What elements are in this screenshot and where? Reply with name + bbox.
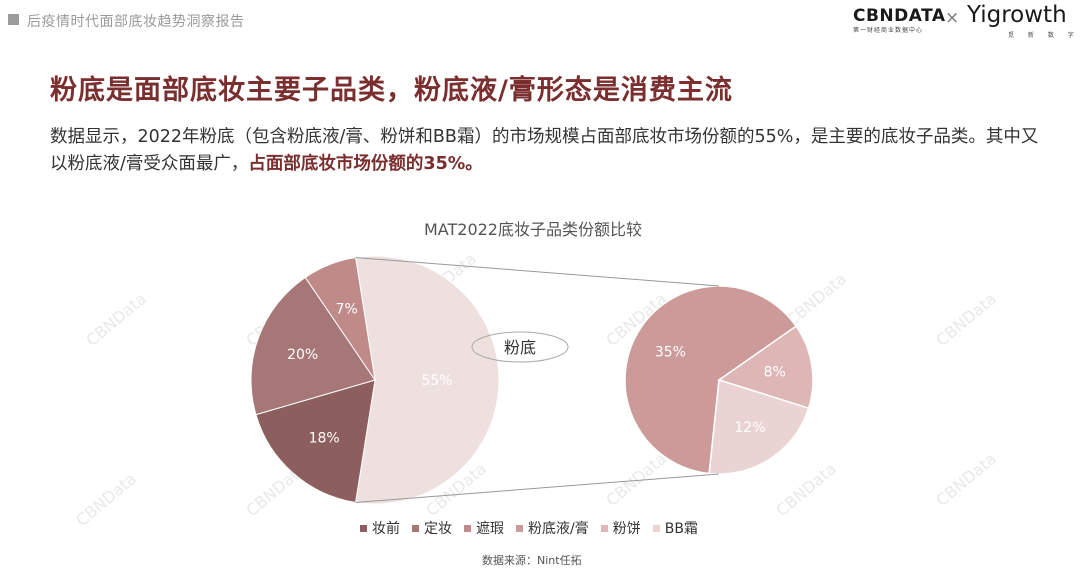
main-pie-data-label: 55% bbox=[421, 373, 452, 389]
cbndata-logo-subtitle: 第一财经商业数据中心 bbox=[853, 27, 924, 34]
summary-text: 数据显示，2022年粉底（包含粉底液/膏、粉饼和BB霜）的市场规模占面部底妆市场… bbox=[50, 124, 1040, 178]
legend-label: 粉饼 bbox=[612, 521, 641, 537]
breakdown-pie-slice bbox=[708, 379, 810, 475]
main-pie-slice bbox=[250, 276, 376, 416]
cbndata-logo-text: CBNDATA bbox=[853, 6, 946, 26]
legend-swatch bbox=[652, 524, 660, 532]
main-pie-data-label: 7% bbox=[336, 302, 358, 318]
legend-item: 遮瑕 bbox=[464, 518, 504, 538]
legend-item: 粉底液/膏 bbox=[516, 518, 589, 538]
header-square-icon bbox=[8, 14, 19, 25]
legend-item: BB霜 bbox=[652, 518, 698, 538]
legend-swatch bbox=[600, 524, 608, 532]
report-title: 后疫情时代面部底妆趋势洞察报告 bbox=[27, 14, 245, 30]
breakdown-pie-slice bbox=[717, 325, 814, 410]
breakdown-pie-data-label: 12% bbox=[734, 420, 765, 436]
yigrowth-logo: Yigrowth bbox=[967, 2, 1067, 28]
summary-body: 数据显示，2022年粉底（包含粉底液/膏、粉饼和BB霜）的市场规模占面部底妆市场… bbox=[50, 127, 1039, 174]
breakdown-pie-slice bbox=[624, 285, 798, 475]
data-source: 数据来源：Nint任拓 bbox=[482, 554, 582, 567]
breakdown-pie-data-label: 35% bbox=[655, 344, 686, 360]
pie-chart: MAT2022底妆子品类份额比较 55% 18% 20% 7% 35% 8% 12% 粉底 bbox=[250, 220, 814, 505]
legend-label: BB霜 bbox=[664, 521, 698, 537]
legend-label: 妆前 bbox=[372, 521, 400, 537]
main-pie-slice bbox=[304, 256, 376, 381]
legend-label: 遮瑕 bbox=[476, 521, 504, 537]
header-bar: 后疫情时代面部底妆趋势洞察报告 CBNDATA 第一财经商业数据中心 × Yig… bbox=[0, 0, 1080, 44]
legend-item: 妆前 bbox=[360, 518, 400, 538]
legend-swatch bbox=[360, 524, 367, 532]
chart-title: MAT2022底妆子品类份额比较 bbox=[424, 220, 642, 239]
cbndata-logo: CBNDATA 第一财经商业数据中心 bbox=[853, 6, 946, 34]
legend-swatch bbox=[464, 524, 471, 532]
legend-swatch bbox=[516, 524, 523, 532]
yigrowth-logo-subtitle: 觅 新 数 字 bbox=[1008, 32, 1080, 39]
legend-swatch bbox=[412, 524, 419, 532]
main-pie-data-label: 18% bbox=[309, 431, 340, 447]
legend-label: 粉底液/膏 bbox=[528, 521, 589, 537]
callout-oval bbox=[471, 331, 569, 363]
main-pie-slice bbox=[255, 379, 376, 504]
summary-highlight: 占面部底妆市场份额的35%。 bbox=[248, 154, 483, 174]
chart-legend: 妆前 定妆 遮瑕 粉底液/膏 粉饼 BB霜 bbox=[360, 518, 698, 538]
legend-label: 定妆 bbox=[424, 521, 452, 537]
connector-line-top bbox=[355, 257, 720, 287]
callout-label: 粉底 bbox=[504, 338, 536, 357]
legend-item: 定妆 bbox=[412, 518, 452, 538]
main-pie-data-label: 20% bbox=[287, 347, 318, 363]
chart-area: CBNData CBNData CBNData CBNData CBNData CBNDa… bbox=[0, 200, 1080, 575]
logo-separator: × bbox=[945, 8, 960, 28]
legend-item: 粉饼 bbox=[600, 518, 641, 538]
connector-line-bottom bbox=[355, 473, 720, 503]
breakdown-pie-data-label: 8% bbox=[764, 364, 786, 380]
page-headline: 粉底是面部底妆主要子品类，粉底液/膏形态是消费主流 bbox=[50, 75, 733, 106]
